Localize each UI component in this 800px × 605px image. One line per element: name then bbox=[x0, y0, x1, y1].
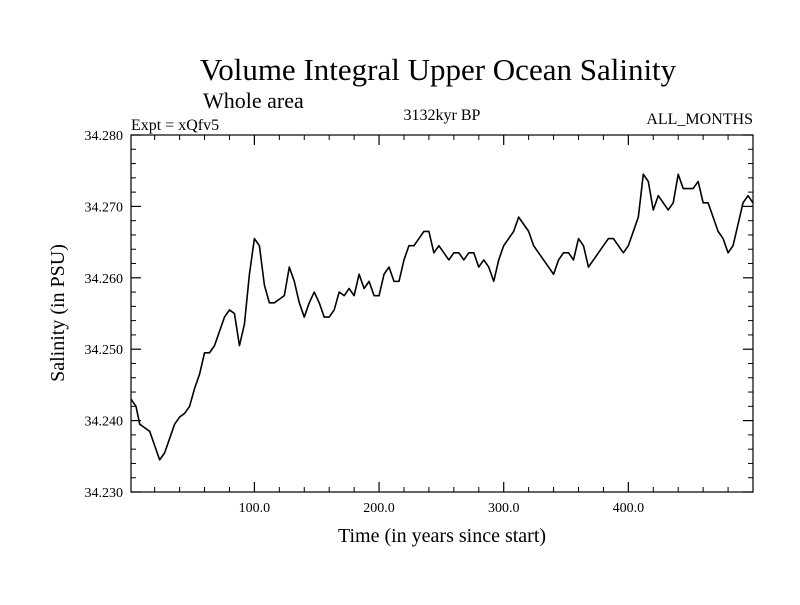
period-label: 3132kyr BP bbox=[404, 107, 481, 124]
x-axis-label: Time (in years since start) bbox=[338, 525, 546, 547]
y-tick-label: 34.250 bbox=[85, 343, 124, 358]
chart-title: Volume Integral Upper Ocean Salinity bbox=[200, 52, 677, 87]
x-tick-label: 400.0 bbox=[613, 501, 645, 516]
plot-frame bbox=[130, 134, 754, 493]
y-tick-label: 34.240 bbox=[85, 415, 124, 430]
experiment-label: Expt = xQfv5 bbox=[131, 117, 219, 134]
y-tick-label: 34.260 bbox=[85, 272, 124, 287]
x-axis-ticks: 100.0 200.0 300.0 400.0 bbox=[154, 135, 729, 516]
x-tick-label: 300.0 bbox=[488, 501, 520, 516]
x-tick-label: 100.0 bbox=[239, 501, 271, 516]
y-axis-ticks: 34.230 34.240 34.250 34.260 34.270 34.280 bbox=[85, 129, 753, 501]
y-axis-label: Salinity (in PSU) bbox=[47, 244, 69, 382]
y-tick-label: 34.270 bbox=[85, 200, 124, 215]
y-tick-label: 34.230 bbox=[85, 486, 124, 501]
chart-subtitle: Whole area bbox=[203, 88, 304, 113]
y-tick-label: 34.280 bbox=[85, 129, 124, 144]
x-tick-label: 200.0 bbox=[363, 501, 395, 516]
months-label: ALL_MONTHS bbox=[646, 111, 753, 128]
salinity-series-line bbox=[130, 173, 754, 461]
